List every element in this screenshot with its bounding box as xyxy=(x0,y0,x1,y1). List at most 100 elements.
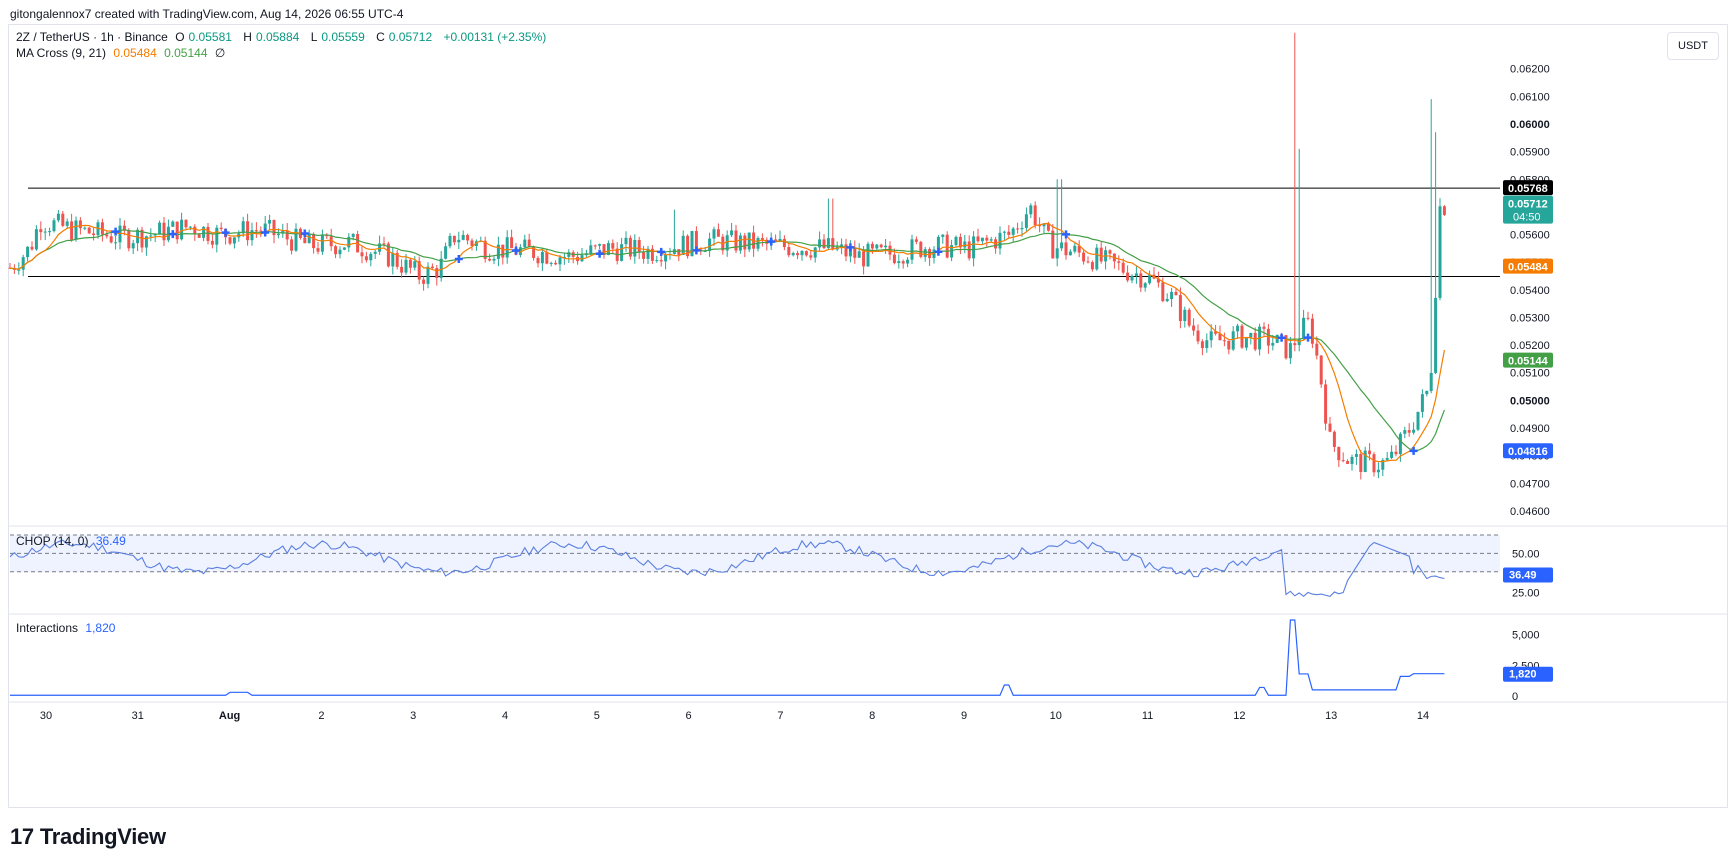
candle-body xyxy=(518,247,522,255)
price-tick-label: 0.06000 xyxy=(1510,119,1550,131)
candle-body xyxy=(567,252,571,257)
price-tick-label: 0.04900 xyxy=(1510,423,1550,435)
candle-body xyxy=(444,246,448,259)
time-tick-label: 2 xyxy=(318,710,324,722)
candle-body xyxy=(1117,261,1121,263)
chop-legend[interactable]: CHOP (14, 0) 36.49 xyxy=(16,534,130,548)
candle-body xyxy=(954,236,958,246)
price-tick-label: 0.06200 xyxy=(1510,64,1550,76)
ma-legend[interactable]: MA Cross (9, 21) 0.05484 0.05144 ∅ xyxy=(16,46,229,60)
candle-body xyxy=(972,236,976,259)
candle-body xyxy=(373,251,377,254)
candle-body xyxy=(215,227,219,245)
price-axis-label: 0.05484 xyxy=(1508,262,1549,274)
candle-body xyxy=(580,255,584,262)
attribution-text: gitongalennox7 created with TradingView.… xyxy=(10,7,404,21)
candle-body xyxy=(1178,295,1182,322)
candle-body xyxy=(642,252,646,259)
symbol-name[interactable]: 2Z / TetherUS · 1h · Binance xyxy=(16,30,168,44)
candle-body xyxy=(897,261,901,264)
candle-body xyxy=(545,252,549,264)
candle-body xyxy=(1108,250,1112,254)
candle-body xyxy=(263,223,267,232)
candle-body xyxy=(628,237,632,257)
candle-body xyxy=(1350,456,1354,464)
price-tick-label: 0.06100 xyxy=(1510,91,1550,103)
candle-body xyxy=(483,240,487,259)
candle-body xyxy=(791,253,795,256)
candle-body xyxy=(281,230,285,234)
candle-body xyxy=(92,233,96,236)
candle-body xyxy=(716,229,720,237)
candle-body xyxy=(312,233,316,249)
candle-body xyxy=(549,262,553,264)
candle-body xyxy=(1086,261,1090,263)
candle-body xyxy=(1429,372,1433,391)
ma-cross-marker xyxy=(1277,333,1286,342)
price-axis-label: 0.05144 xyxy=(1508,356,1549,368)
candle-body xyxy=(1214,331,1218,334)
candle-body xyxy=(1363,450,1367,473)
candle-body xyxy=(540,252,544,264)
candle-body xyxy=(976,236,980,242)
candle-body xyxy=(1042,223,1046,227)
candle-body xyxy=(1368,450,1372,455)
candle-body xyxy=(61,213,65,226)
candle-body xyxy=(848,247,852,257)
ma-cross-marker xyxy=(111,227,120,236)
ma-slow-line xyxy=(9,229,1445,452)
candle-body xyxy=(351,233,355,237)
time-tick-label: 4 xyxy=(502,710,508,722)
candle-body xyxy=(681,235,685,255)
candle-body xyxy=(1183,309,1187,322)
ma-label: MA Cross (9, 21) xyxy=(16,46,107,60)
time-tick-label: 31 xyxy=(132,710,144,722)
candle-body xyxy=(448,235,452,247)
candle-body xyxy=(743,235,747,250)
candle-body xyxy=(435,268,439,278)
candle-body xyxy=(1398,433,1402,455)
candle-body xyxy=(65,221,69,226)
time-tick-label: 3 xyxy=(410,710,416,722)
candle-body xyxy=(1249,332,1253,338)
candle-body xyxy=(1293,343,1297,346)
high-value: H 0.05884 xyxy=(243,30,300,44)
candle-body xyxy=(1205,340,1209,349)
candle-body xyxy=(1082,252,1086,262)
candle-body xyxy=(48,231,52,233)
candle-body xyxy=(813,247,817,258)
close-value: C 0.05712 xyxy=(376,30,433,44)
candle-body xyxy=(650,248,654,261)
candle-body xyxy=(254,230,258,232)
candle-body xyxy=(1240,325,1244,348)
time-tick-label: 12 xyxy=(1233,710,1245,722)
candle-body xyxy=(919,241,923,257)
candle-body xyxy=(725,235,729,251)
candle-body xyxy=(1174,291,1178,296)
candle-body xyxy=(496,244,500,259)
candle-body xyxy=(554,262,558,265)
ma-cross-marker xyxy=(1409,446,1418,455)
chop-label: CHOP (14, 0) xyxy=(16,534,89,548)
candle-body xyxy=(875,244,879,249)
time-tick-label: 14 xyxy=(1417,710,1429,722)
interactions-legend[interactable]: Interactions 1,820 xyxy=(16,621,119,635)
candle-body xyxy=(162,222,166,241)
candle-body xyxy=(21,257,25,270)
ma-fast-line xyxy=(9,222,1445,463)
candle-body xyxy=(1143,283,1147,288)
candle-body xyxy=(532,246,536,258)
candle-body xyxy=(17,269,21,271)
candle-body xyxy=(870,243,874,249)
candle-body xyxy=(677,249,681,255)
currency-button[interactable]: USDT xyxy=(1667,32,1719,60)
interactions-value: 1,820 xyxy=(85,621,116,635)
time-tick-label: 30 xyxy=(40,710,52,722)
candle-body xyxy=(1306,317,1310,319)
candle-body xyxy=(690,230,694,257)
candle-body xyxy=(105,234,109,237)
candle-body xyxy=(197,234,201,238)
candle-body xyxy=(1403,430,1407,434)
candle-body xyxy=(963,241,967,248)
